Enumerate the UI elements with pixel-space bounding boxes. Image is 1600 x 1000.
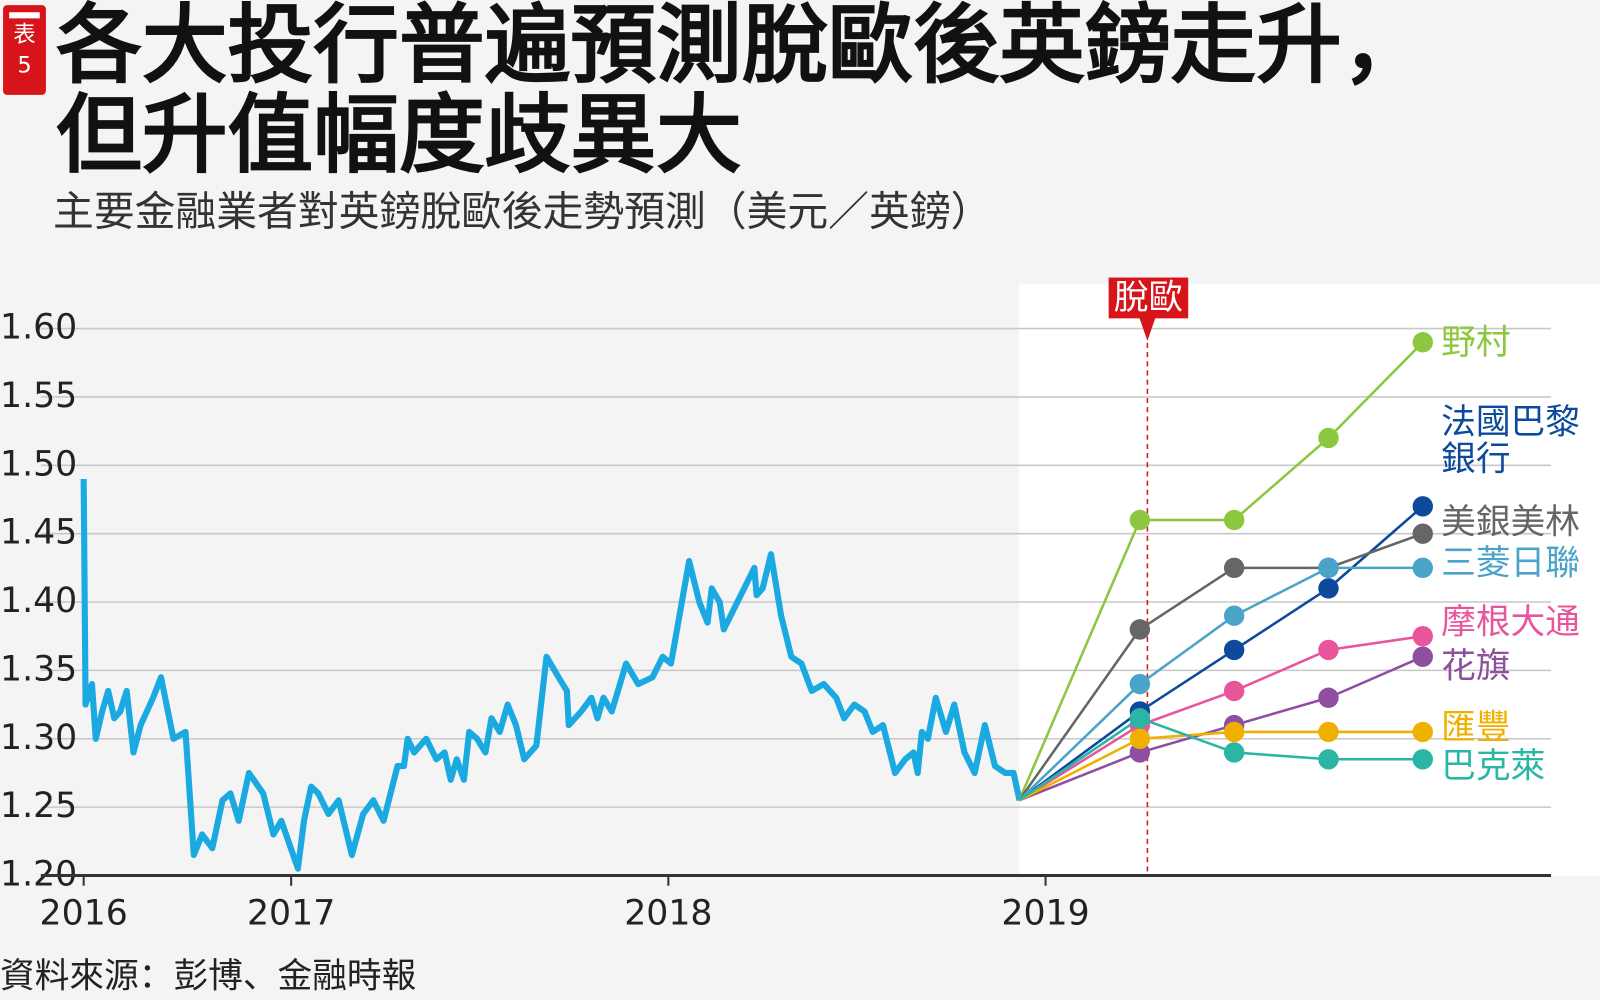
forecast-point xyxy=(1412,626,1433,647)
series-label-holder: 法國巴黎銀行 xyxy=(1441,404,1580,480)
forecast-point xyxy=(1318,749,1339,770)
forecast-point xyxy=(1223,605,1245,626)
forecast-point xyxy=(1318,557,1339,579)
series-label-holder: 摩根大通 xyxy=(1441,603,1580,643)
series-label: 匯豐 xyxy=(1441,709,1511,749)
chart-subtitle: 主要金融業者對英鎊脫歐後走勢預測（美元／英鎊） xyxy=(53,187,991,235)
y-tick-label: 1.60 xyxy=(0,308,77,348)
forecast-point xyxy=(1318,639,1339,661)
y-tick-label: 1.55 xyxy=(0,376,77,416)
forecast-point xyxy=(1318,427,1339,449)
forecast-point xyxy=(1412,557,1433,579)
forecast-point xyxy=(1129,673,1151,695)
forecast-point xyxy=(1412,496,1433,517)
series-label-holder: 三菱日聯 xyxy=(1441,544,1580,584)
forecast-point xyxy=(1129,619,1151,640)
x-tick-label: 2018 xyxy=(624,893,712,933)
forecast-point xyxy=(1412,332,1433,353)
forecast-point xyxy=(1318,721,1339,743)
series-label: 摩根大通 xyxy=(1441,603,1580,643)
annotation-label: 脫歐 xyxy=(1114,278,1183,318)
x-tick-label: 2017 xyxy=(247,893,335,933)
series-label: 野村 xyxy=(1441,324,1511,364)
forecast-point xyxy=(1412,721,1433,743)
forecast-point xyxy=(1223,557,1245,579)
chart-title: 各大投行普遍預測脫歐後英鎊走升，但升值幅度歧異大 xyxy=(56,0,1428,185)
forecast-point xyxy=(1318,578,1339,599)
forecast-point xyxy=(1412,646,1433,667)
series-label: 三菱日聯 xyxy=(1441,544,1580,584)
y-tick-label: 1.50 xyxy=(0,444,77,484)
annotation-box xyxy=(1108,277,1189,319)
series-label: 法國巴黎銀行 xyxy=(1441,404,1580,480)
y-tick-label: 1.45 xyxy=(0,513,77,553)
forecast-point xyxy=(1223,680,1245,702)
title-holder: 各大投行普遍預測脫歐後英鎊走升，但升值幅度歧異大 xyxy=(56,0,1428,185)
x-tick-label: 2016 xyxy=(40,893,128,933)
tag-holder: 表5 xyxy=(13,22,36,79)
forecast-point xyxy=(1129,728,1151,749)
forecast-region xyxy=(1019,283,1600,876)
forecast-point xyxy=(1223,721,1245,743)
y-tick-label: 1.40 xyxy=(0,581,77,621)
series-label-holder: 匯豐 xyxy=(1441,709,1511,749)
y-tick-label: 1.25 xyxy=(0,786,77,826)
source-note: 資料來源：彭博、金融時報 xyxy=(0,957,416,997)
series-label: 花旗 xyxy=(1441,647,1511,687)
forecast-point xyxy=(1412,749,1433,770)
series-label-holder: 美銀美林 xyxy=(1441,504,1580,543)
forecast-point xyxy=(1318,687,1339,708)
forecast-point xyxy=(1412,523,1433,544)
y-tick-label: 1.30 xyxy=(0,718,77,758)
tag-box xyxy=(3,5,46,95)
series-label: 美銀美林 xyxy=(1441,504,1580,543)
x-tick-label: 2019 xyxy=(1001,893,1089,933)
series-label: 巴克萊 xyxy=(1441,748,1546,787)
series-label-holder: 巴克萊 xyxy=(1441,748,1546,787)
plot: 1.201.251.301.351.401.451.501.551.602016… xyxy=(0,277,1600,933)
forecast-point xyxy=(1223,742,1245,763)
forecast-point xyxy=(1223,639,1245,661)
y-tick-label: 1.35 xyxy=(0,649,77,689)
annotation-pointer xyxy=(1139,317,1156,341)
history-line xyxy=(80,478,1023,872)
forecast-point xyxy=(1129,708,1151,729)
tag: 表5 xyxy=(13,22,36,79)
forecast-point xyxy=(1129,509,1151,531)
series-label-holder: 野村 xyxy=(1441,324,1511,364)
tag-bar xyxy=(9,12,40,19)
forecast-point xyxy=(1223,509,1245,531)
series-label-holder: 花旗 xyxy=(1441,647,1511,687)
